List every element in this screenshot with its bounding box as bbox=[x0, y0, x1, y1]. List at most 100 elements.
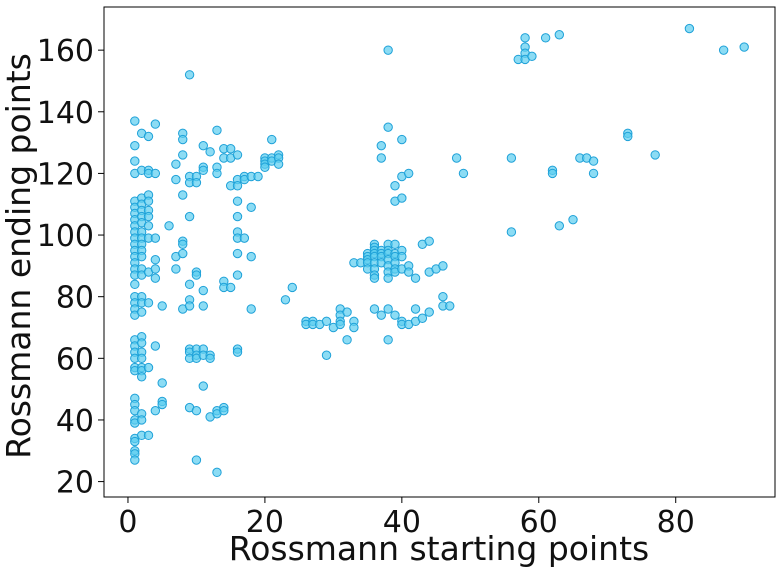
data-point bbox=[417, 313, 428, 323]
data-point bbox=[451, 153, 462, 163]
data-point bbox=[287, 282, 297, 293]
data-point bbox=[130, 140, 140, 151]
y-tick-label: 160 bbox=[37, 34, 94, 69]
data-point bbox=[150, 255, 161, 265]
data-point bbox=[403, 267, 414, 277]
data-point bbox=[390, 181, 400, 191]
data-point bbox=[184, 301, 195, 311]
y-tick-label: 80 bbox=[56, 281, 94, 316]
data-point bbox=[554, 221, 565, 231]
data-point bbox=[205, 147, 215, 157]
data-point bbox=[246, 251, 256, 262]
data-point bbox=[376, 310, 386, 320]
data-point bbox=[198, 165, 208, 176]
data-point bbox=[260, 162, 270, 172]
data-point bbox=[198, 140, 208, 151]
x-axis-label: Rossmann starting points bbox=[229, 529, 649, 568]
plot-frame bbox=[103, 6, 776, 498]
data-point bbox=[397, 193, 407, 203]
data-point bbox=[527, 51, 537, 62]
data-point bbox=[136, 415, 147, 425]
data-point bbox=[184, 279, 195, 290]
data-point bbox=[383, 304, 393, 314]
data-point bbox=[212, 168, 222, 179]
data-point bbox=[130, 436, 140, 447]
data-point bbox=[130, 156, 140, 166]
data-point bbox=[623, 131, 633, 142]
data-point bbox=[171, 264, 181, 274]
data-point bbox=[157, 399, 167, 410]
y-tick-label: 100 bbox=[37, 219, 94, 254]
data-point bbox=[376, 153, 386, 163]
data-point bbox=[205, 353, 215, 364]
data-point bbox=[397, 134, 407, 145]
data-point bbox=[445, 301, 455, 311]
data-point bbox=[335, 319, 345, 330]
data-point bbox=[150, 273, 161, 283]
data-point bbox=[376, 140, 386, 151]
data-point bbox=[184, 70, 195, 80]
data-point bbox=[403, 168, 414, 179]
data-point bbox=[136, 353, 147, 364]
data-point bbox=[178, 239, 188, 250]
data-point bbox=[321, 316, 332, 327]
y-tick-label: 60 bbox=[56, 342, 94, 377]
data-point bbox=[267, 134, 277, 145]
data-point bbox=[191, 270, 202, 280]
data-point bbox=[171, 159, 181, 169]
data-point bbox=[246, 304, 256, 314]
data-point bbox=[130, 116, 140, 126]
data-point bbox=[438, 261, 448, 271]
data-point bbox=[150, 406, 161, 416]
data-point bbox=[232, 211, 243, 222]
data-point bbox=[143, 131, 154, 142]
data-point bbox=[164, 221, 174, 231]
data-point bbox=[554, 30, 565, 40]
data-point bbox=[150, 264, 161, 274]
data-point bbox=[321, 350, 332, 360]
data-point bbox=[547, 168, 558, 179]
data-point bbox=[239, 233, 250, 243]
data-point bbox=[650, 150, 660, 160]
data-point bbox=[143, 362, 154, 373]
data-point bbox=[171, 174, 181, 185]
data-point bbox=[219, 406, 229, 416]
data-point bbox=[136, 338, 147, 348]
data-point bbox=[198, 381, 208, 391]
data-point bbox=[369, 273, 380, 283]
data-point bbox=[178, 190, 188, 200]
x-tick-label: 0 bbox=[118, 505, 137, 540]
data-point bbox=[212, 125, 222, 135]
data-point bbox=[506, 227, 517, 237]
data-point bbox=[143, 430, 154, 441]
x-tick-label: 80 bbox=[657, 505, 695, 540]
data-point bbox=[253, 171, 263, 182]
data-point bbox=[136, 372, 147, 382]
data-point bbox=[540, 33, 551, 43]
data-point bbox=[157, 378, 167, 388]
data-point bbox=[232, 150, 243, 160]
data-point bbox=[150, 119, 161, 129]
x-tick-label: 60 bbox=[520, 505, 558, 540]
data-point bbox=[684, 23, 695, 34]
data-point bbox=[424, 236, 434, 246]
data-point bbox=[150, 233, 161, 243]
data-point bbox=[588, 156, 599, 166]
data-point bbox=[246, 202, 256, 213]
data-point bbox=[143, 298, 154, 308]
data-point bbox=[184, 211, 195, 222]
points-layer bbox=[130, 23, 749, 478]
y-ticks: 20 40 60 80 100 120 140 160 bbox=[37, 34, 104, 501]
data-point bbox=[157, 301, 167, 311]
data-point bbox=[718, 45, 729, 55]
data-point bbox=[232, 181, 243, 191]
data-point bbox=[232, 347, 243, 357]
data-point bbox=[390, 239, 400, 250]
data-point bbox=[232, 270, 243, 280]
y-tick-label: 140 bbox=[37, 96, 94, 131]
y-tick-label: 40 bbox=[56, 404, 94, 439]
data-point bbox=[150, 168, 161, 179]
data-point bbox=[397, 251, 407, 262]
